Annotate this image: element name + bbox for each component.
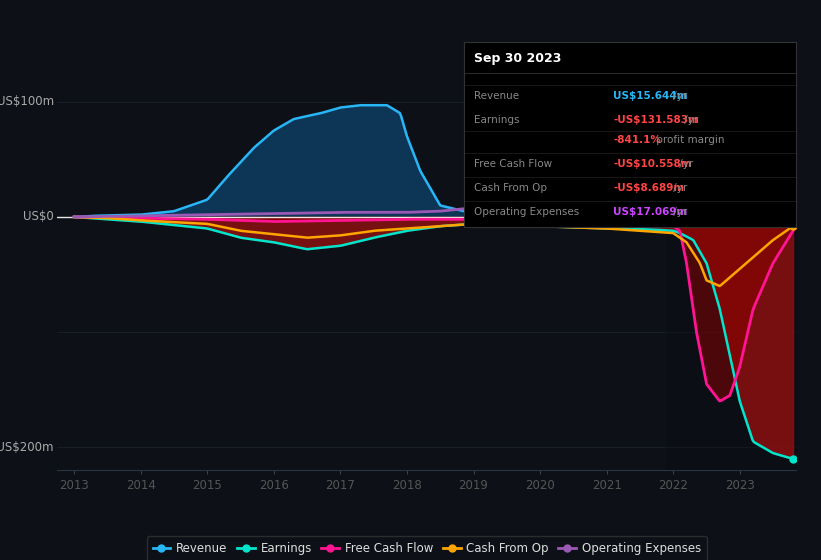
Text: US$100m: US$100m: [0, 95, 54, 108]
Legend: Revenue, Earnings, Free Cash Flow, Cash From Op, Operating Expenses: Revenue, Earnings, Free Cash Flow, Cash …: [147, 536, 707, 560]
Text: -841.1%: -841.1%: [613, 135, 662, 145]
Text: US$15.644m: US$15.644m: [613, 91, 688, 101]
Text: profit margin: profit margin: [653, 135, 725, 145]
Text: /yr: /yr: [670, 91, 687, 101]
Text: US$0: US$0: [23, 211, 54, 223]
Text: Revenue: Revenue: [474, 91, 519, 101]
Text: Earnings: Earnings: [474, 115, 520, 125]
Text: Free Cash Flow: Free Cash Flow: [474, 159, 552, 169]
Text: /yr: /yr: [670, 207, 687, 217]
Text: -US$200m: -US$200m: [0, 441, 54, 454]
Text: US$17.069m: US$17.069m: [613, 207, 688, 217]
Text: /yr: /yr: [681, 115, 699, 125]
Text: /yr: /yr: [676, 159, 693, 169]
Text: Sep 30 2023: Sep 30 2023: [474, 52, 562, 65]
Text: -US$10.558m: -US$10.558m: [613, 159, 692, 169]
Text: /yr: /yr: [670, 183, 687, 193]
Text: -US$131.583m: -US$131.583m: [613, 115, 699, 125]
Text: Operating Expenses: Operating Expenses: [474, 207, 579, 217]
Text: Cash From Op: Cash From Op: [474, 183, 547, 193]
Text: -US$8.689m: -US$8.689m: [613, 183, 685, 193]
